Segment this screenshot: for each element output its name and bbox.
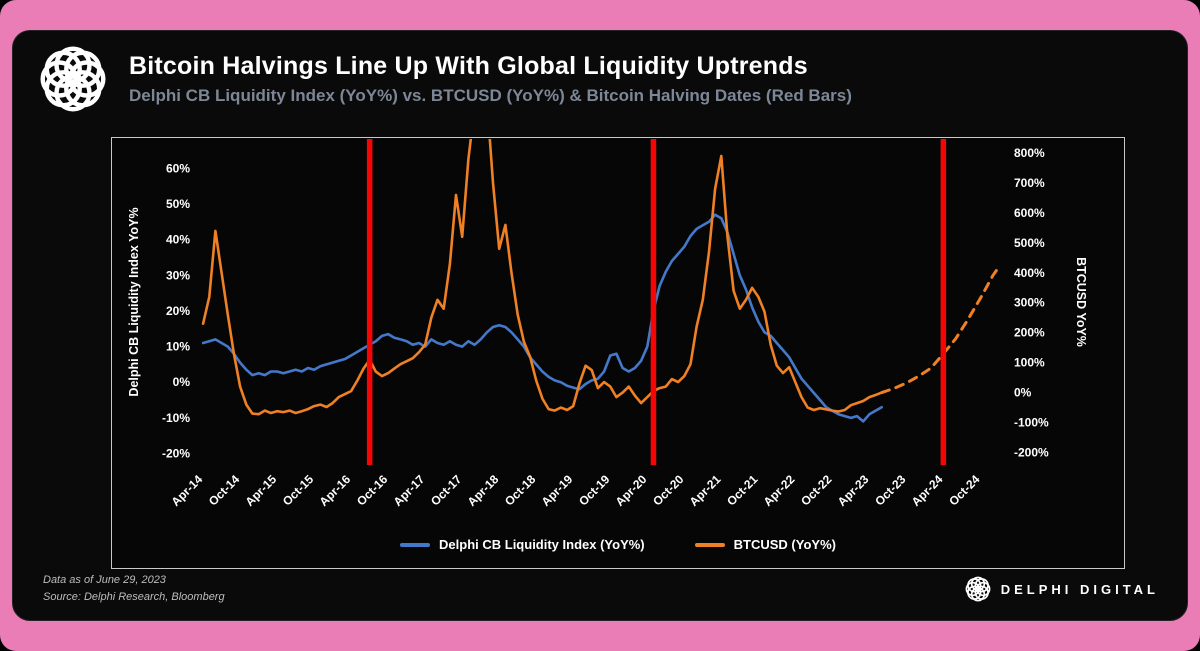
halving-bar bbox=[366, 139, 373, 465]
legend-swatch bbox=[400, 542, 431, 547]
y-left-tick-label: -20% bbox=[162, 447, 190, 461]
y-right-axis-title: BTCUSD YoY% bbox=[1074, 257, 1088, 347]
x-tick-label: Apr-15 bbox=[242, 472, 279, 509]
y-right-tick-label: -200% bbox=[1014, 446, 1049, 460]
page-subtitle: Delphi CB Liquidity Index (YoY%) vs. BTC… bbox=[129, 86, 852, 105]
x-tick-label: Oct-16 bbox=[354, 472, 391, 509]
x-tick-label: Apr-24 bbox=[909, 472, 946, 509]
x-tick-label: Oct-19 bbox=[576, 472, 613, 509]
y-right-tick-label: 200% bbox=[1014, 326, 1045, 340]
delphi-knot-logo-small-icon bbox=[965, 576, 991, 602]
legend-item: Delphi CB Liquidity Index (YoY%) bbox=[400, 537, 645, 552]
x-tick-label: Oct-24 bbox=[946, 472, 983, 509]
y-right-tick-label: 600% bbox=[1014, 206, 1045, 220]
chart-card: Bitcoin Halvings Line Up With Global Liq… bbox=[12, 30, 1188, 621]
y-right-tick-label: 500% bbox=[1014, 236, 1045, 250]
y-right-tick-label: 0% bbox=[1014, 386, 1032, 400]
legend-swatch bbox=[694, 542, 725, 547]
brand-text: DELPHI DIGITAL bbox=[1000, 581, 1159, 597]
x-tick-label: Apr-20 bbox=[613, 472, 650, 509]
delphi-knot-logo-icon bbox=[40, 46, 106, 112]
series-line-liquidity bbox=[201, 213, 884, 423]
series-line-btcusd bbox=[201, 139, 884, 416]
x-tick-label: Apr-23 bbox=[835, 472, 872, 509]
y-left-tick-label: 60% bbox=[166, 161, 190, 175]
series-line-btcusd-projection bbox=[880, 265, 1001, 395]
legend-item: BTCUSD (YoY%) bbox=[694, 537, 836, 552]
y-left-tick-label: 0% bbox=[173, 375, 191, 389]
x-tick-label: Apr-21 bbox=[687, 472, 724, 509]
page-title: Bitcoin Halvings Line Up With Global Liq… bbox=[129, 52, 808, 80]
y-left-tick-label: 10% bbox=[166, 340, 190, 354]
x-tick-label: Oct-17 bbox=[428, 472, 465, 509]
x-tick-label: Oct-18 bbox=[502, 472, 539, 509]
x-tick-label: Oct-21 bbox=[724, 472, 761, 509]
y-left-tick-label: 20% bbox=[166, 304, 190, 318]
data-as-of-note: Data as of June 29, 2023 bbox=[43, 574, 166, 586]
legend-label: Delphi CB Liquidity Index (YoY%) bbox=[439, 537, 645, 552]
y-left-tick-label: 40% bbox=[166, 233, 190, 247]
liquidity-btc-chart: 60% 50% 40% 30% 20% 10% 0% -10% -20% 800% 700% 600%… bbox=[111, 137, 1125, 569]
y-right-tick-label: 100% bbox=[1014, 356, 1045, 370]
x-tick-label: Oct-22 bbox=[798, 472, 835, 509]
y-right-tick-label: 800% bbox=[1014, 146, 1045, 160]
x-tick-label: Oct-15 bbox=[280, 472, 317, 509]
y-left-tick-label: -10% bbox=[162, 411, 190, 425]
x-tick-label: Oct-23 bbox=[872, 472, 909, 509]
y-left-tick-label: 30% bbox=[166, 268, 190, 282]
x-tick-label: Oct-20 bbox=[650, 472, 687, 509]
halving-bar bbox=[650, 139, 657, 465]
legend-label: BTCUSD (YoY%) bbox=[733, 537, 836, 552]
x-tick-label: Apr-16 bbox=[316, 472, 353, 509]
titles: Bitcoin Halvings Line Up With Global Liq… bbox=[129, 52, 852, 106]
y-right-tick-label: 300% bbox=[1014, 296, 1045, 310]
y-right-tick-label: -100% bbox=[1014, 416, 1049, 430]
footnotes: Data as of June 29, 2023 Source: Delphi … bbox=[43, 572, 225, 606]
source-note: Source: Delphi Research, Bloomberg bbox=[43, 591, 225, 603]
x-tick-label: Apr-14 bbox=[168, 472, 205, 509]
y-right-tick-label: 400% bbox=[1014, 266, 1045, 280]
y-left-tick-label: 50% bbox=[166, 197, 190, 211]
chart-plot-svg: 60% 50% 40% 30% 20% 10% 0% -10% -20% 800% 700% 600%… bbox=[127, 139, 1088, 509]
brand-lockup: DELPHI DIGITAL bbox=[965, 576, 1159, 602]
halving-bar bbox=[940, 139, 947, 465]
header: Bitcoin Halvings Line Up With Global Liq… bbox=[13, 31, 1187, 113]
chart-legend: Delphi CB Liquidity Index (YoY%) BTCUSD (… bbox=[112, 534, 1124, 552]
x-tick-label: Oct-14 bbox=[206, 472, 243, 509]
x-tick-label: Apr-17 bbox=[391, 472, 428, 509]
x-tick-label: Apr-22 bbox=[761, 472, 798, 509]
x-tick-label: Apr-19 bbox=[539, 472, 576, 509]
y-left-axis-title: Delphi CB Liquidity Index YoY% bbox=[127, 207, 141, 396]
y-right-tick-label: 700% bbox=[1014, 176, 1045, 190]
x-tick-label: Apr-18 bbox=[465, 472, 502, 509]
